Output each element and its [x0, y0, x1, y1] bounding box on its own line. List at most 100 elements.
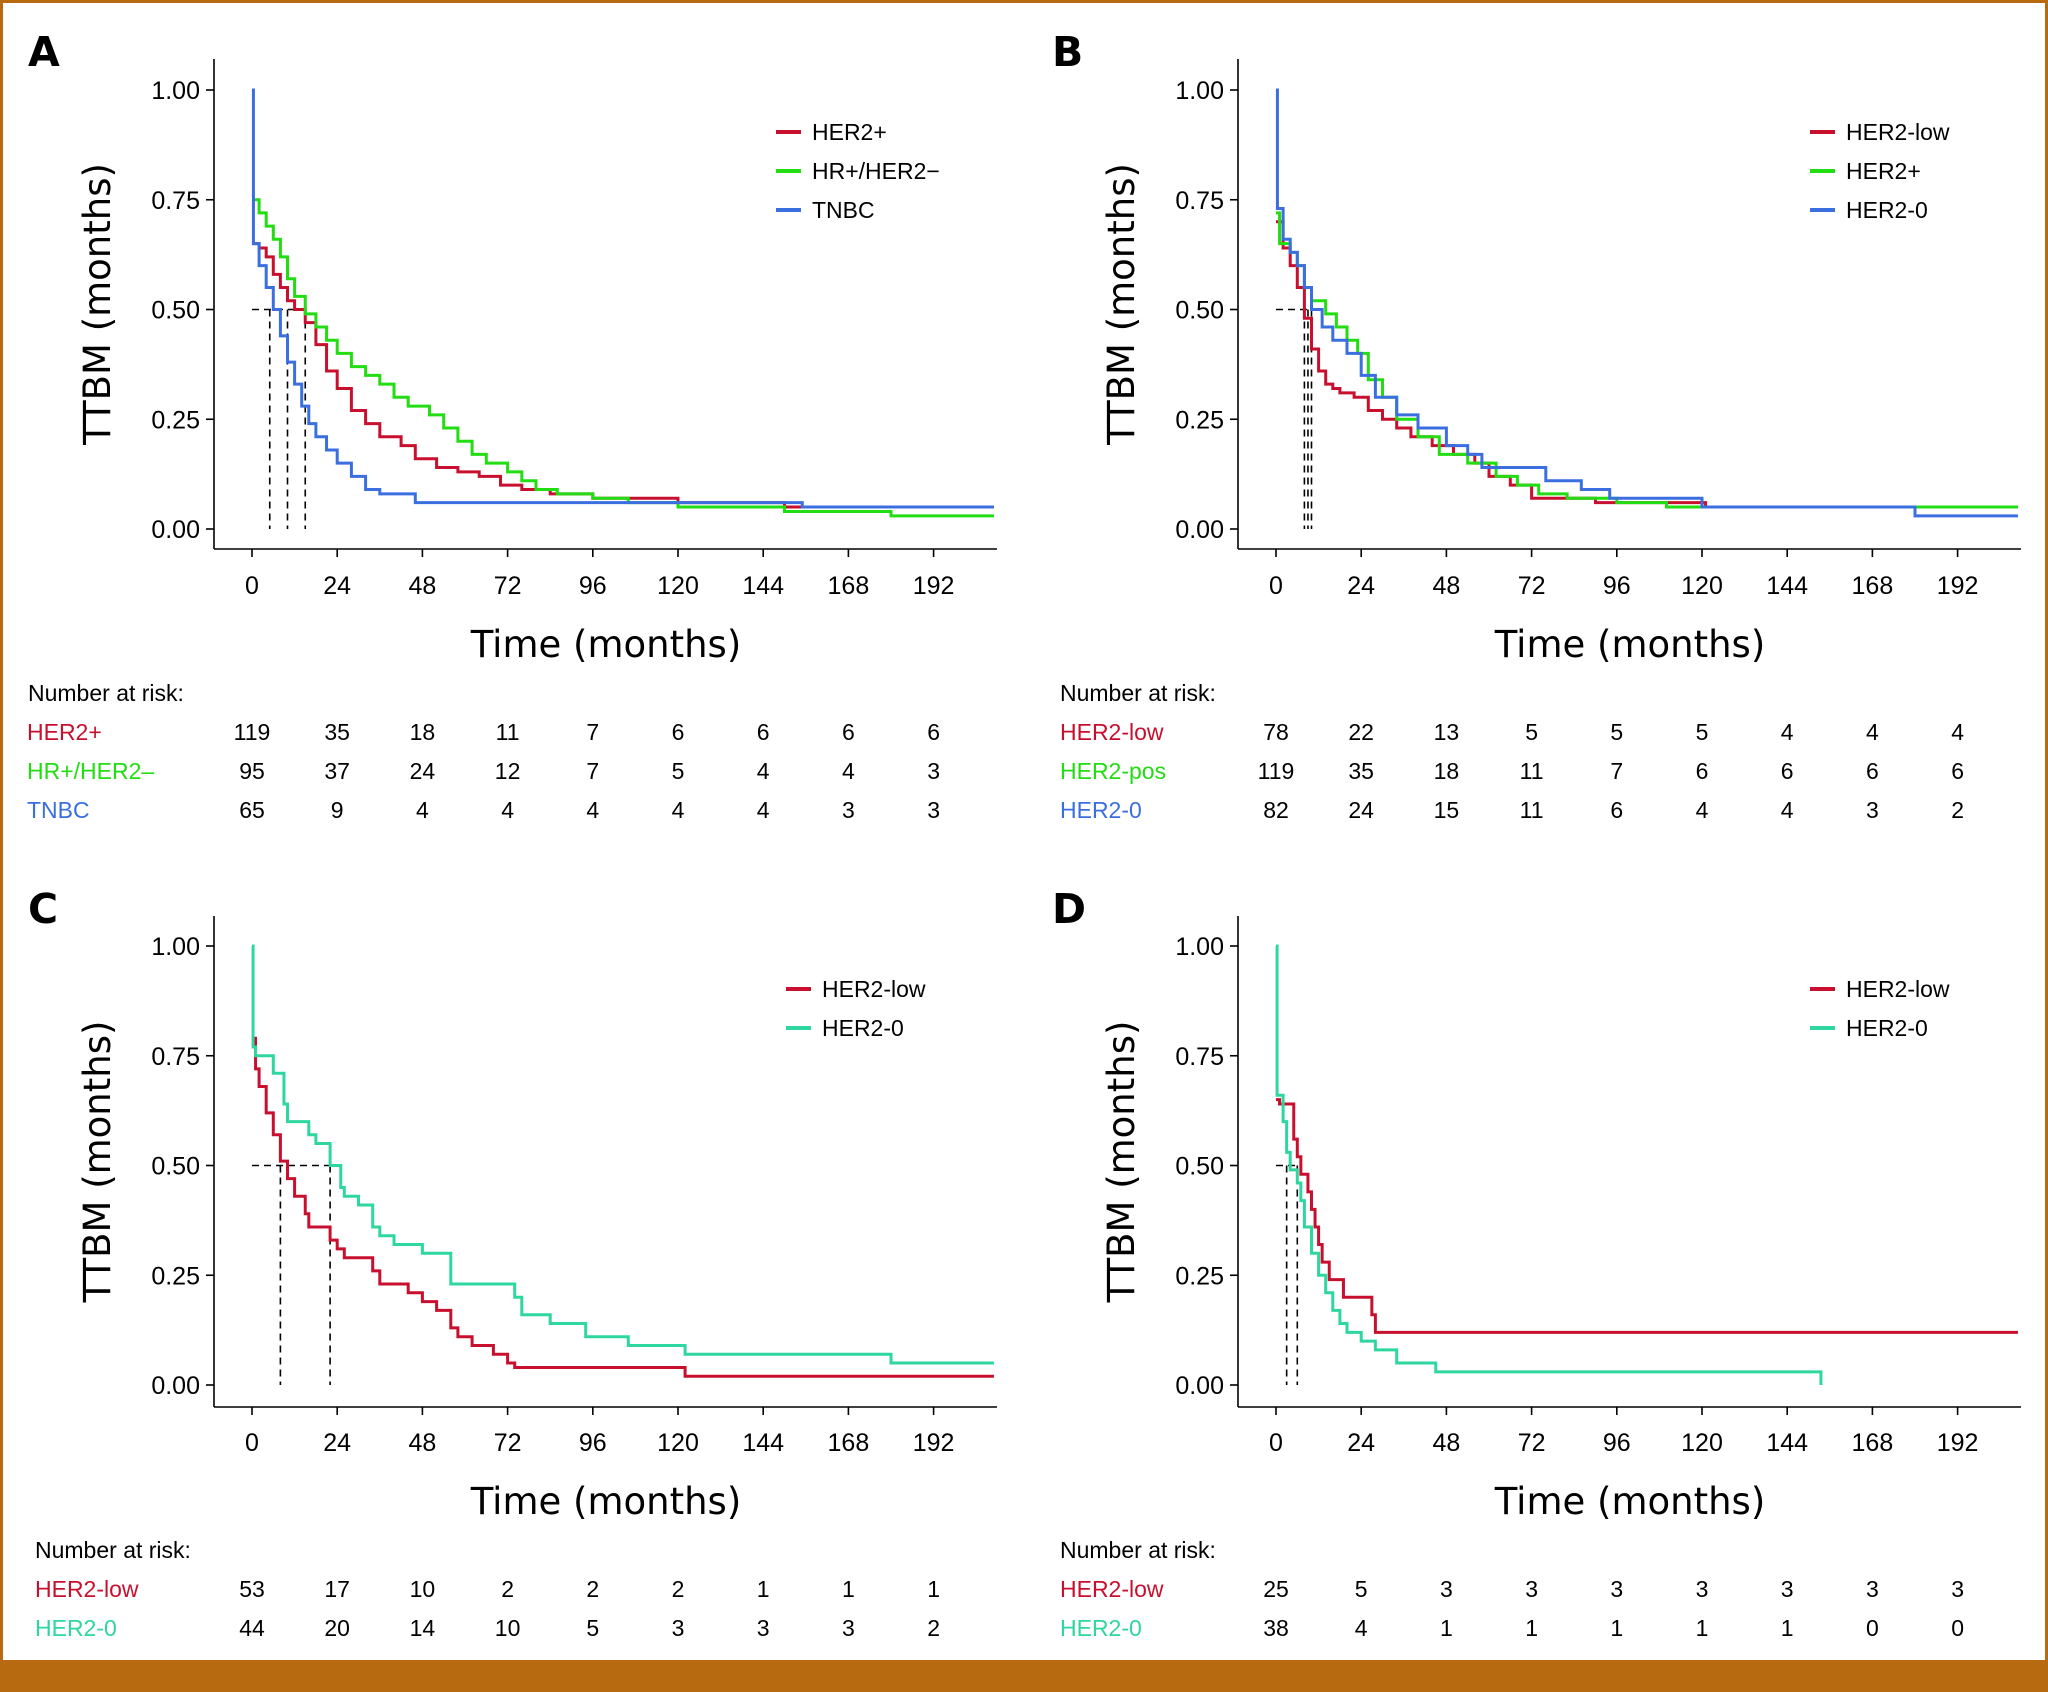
km-figure: A0.000.250.500.751.000 24 48 72 96 120 144 168 1…	[27, 28, 2021, 1641]
risk-row-label: HER2-low	[35, 1576, 139, 1602]
legend: HER2-low HER2-0	[786, 976, 926, 1041]
risk-table: Number at risk: HER2-low 25 5 3 3 3 3 3 3 3 HER2-0 3…	[1060, 1537, 1964, 1641]
risk-count: 13	[1434, 719, 1460, 745]
risk-table: Number at risk:HER2-low 78 22 13 5 5 5 4 4 4HER2-…	[1060, 680, 1964, 823]
risk-count: 11	[1520, 797, 1544, 823]
km-curve-her2-	[1276, 211, 2018, 509]
risk-count: 5	[672, 758, 685, 784]
y-tick-label: 0.75	[151, 1043, 200, 1071]
risk-count: 4	[1951, 719, 1964, 745]
risk-count: 4	[757, 797, 770, 823]
x-tick-label: 168	[828, 572, 870, 600]
risk-row-label: HER2-0	[35, 1615, 117, 1641]
legend-label: HER2+	[812, 119, 887, 145]
risk-row-label: HER2+	[27, 719, 102, 745]
risk-count: 7	[1610, 758, 1623, 784]
risk-count: 12	[495, 758, 521, 784]
risk-table-header: Number at risk:	[1060, 680, 1216, 706]
risk-table-header: Number at risk:	[1060, 1537, 1216, 1563]
x-tick-label: 120	[1681, 572, 1723, 600]
risk-count: 5	[1610, 719, 1623, 745]
x-tick-label: 144	[1766, 1429, 1808, 1457]
risk-count: 15	[1434, 797, 1460, 823]
risk-count: 24	[410, 758, 436, 784]
risk-count: 2	[501, 1576, 514, 1602]
x-tick-label: 144	[742, 1429, 784, 1457]
risk-count: 10	[410, 1576, 436, 1602]
risk-count: 3	[1781, 1576, 1794, 1602]
y-tick-label: 0.00	[1175, 516, 1224, 544]
risk-count: 4	[1696, 797, 1709, 823]
risk-count: 4	[1781, 719, 1794, 745]
risk-table: Number at risk:HER2-low 53 17 10 2 2 2 1 1 1HER2-…	[35, 1537, 940, 1641]
risk-count: 5	[1696, 719, 1709, 745]
x-tick-label: 72	[1518, 1429, 1546, 1457]
y-tick-label: 1.00	[1175, 933, 1224, 961]
x-tick-label: 168	[828, 1429, 870, 1457]
risk-count: 3	[1866, 797, 1879, 823]
risk-count: 3	[672, 1615, 685, 1641]
risk-count: 6	[1696, 758, 1709, 784]
figure-frame: A 0.00 0.25 0.50 0.75 1.00 0 24 48 72 96 120 144 168 1…	[3, 3, 2045, 1660]
risk-count: 3	[842, 797, 855, 823]
x-tick-label: 24	[323, 572, 351, 600]
km-curve-her2-	[252, 242, 994, 509]
legend: HER2+ HR+/HER2− TNBC	[776, 119, 940, 223]
y-tick-label: 0.25	[1175, 1262, 1224, 1290]
x-axis-label: Time (months)	[470, 1480, 742, 1523]
y-tick-label: 0.50	[1175, 1153, 1224, 1181]
risk-count: 38	[1263, 1615, 1289, 1641]
risk-count: 35	[1348, 758, 1374, 784]
x-tick-label: 120	[657, 1429, 699, 1457]
risk-count: 4	[757, 758, 770, 784]
risk-row-label: HR+/HER2–	[27, 758, 154, 784]
x-tick-label: 120	[657, 572, 699, 600]
risk-count: 2	[672, 1576, 685, 1602]
risk-count: 7	[586, 719, 599, 745]
risk-count: 4	[1781, 797, 1794, 823]
risk-count: 3	[927, 758, 940, 784]
risk-count: 35	[324, 719, 350, 745]
x-tick-label: 72	[494, 572, 522, 600]
median-lines	[1276, 1164, 1299, 1385]
x-axis-label: Time (months)	[470, 623, 742, 666]
risk-row-label: HER2-low	[1060, 719, 1164, 745]
y-tick-label: 0.75	[1175, 187, 1224, 215]
risk-count: 5	[1355, 1576, 1368, 1602]
x-tick-label: 0	[245, 572, 259, 600]
risk-count: 4	[842, 758, 855, 784]
risk-count: 1	[1781, 1615, 1794, 1641]
risk-count: 4	[672, 797, 685, 823]
y-tick-label: 0.00	[151, 516, 200, 544]
x-tick-label: 48	[408, 572, 436, 600]
y-axis-label: TTBM (months)	[76, 1021, 119, 1304]
km-curve-hr-her2-	[252, 198, 994, 518]
legend-label: HR+/HER2−	[812, 158, 940, 184]
risk-count: 3	[842, 1615, 855, 1641]
x-tick-label: 0	[245, 1429, 259, 1457]
risk-count: 1	[927, 1576, 940, 1602]
risk-count: 1	[1440, 1615, 1453, 1641]
risk-count: 2	[1951, 797, 1964, 823]
y-tick-label: 0.50	[1175, 297, 1224, 325]
median-lines	[1276, 308, 1313, 529]
y-tick-label: 0.25	[151, 406, 200, 434]
x-tick-label: 96	[579, 1429, 607, 1457]
risk-count: 53	[239, 1576, 265, 1602]
x-tick-label: 48	[408, 1429, 436, 1457]
risk-count: 44	[239, 1615, 265, 1641]
risk-table: Number at risk:HER2+ 119 35 18 11 7 6 6 6 6HR+/HE…	[27, 680, 940, 823]
legend: HER2-low HER2+ HER2-0	[1810, 119, 1950, 223]
risk-count: 11	[496, 719, 520, 745]
risk-count: 1	[757, 1576, 770, 1602]
legend-label: HER2-0	[1846, 197, 1928, 223]
risk-count: 14	[410, 1615, 436, 1641]
x-tick-label: 72	[1518, 572, 1546, 600]
risk-count: 82	[1263, 797, 1289, 823]
legend-label: HER2-0	[1846, 1015, 1928, 1041]
x-tick-label: 144	[742, 572, 784, 600]
legend-label: HER2-low	[822, 976, 926, 1002]
y-axis-label: TTBM (months)	[76, 163, 119, 446]
x-tick-label: 96	[1603, 572, 1631, 600]
x-tick-label: 120	[1681, 1429, 1723, 1457]
